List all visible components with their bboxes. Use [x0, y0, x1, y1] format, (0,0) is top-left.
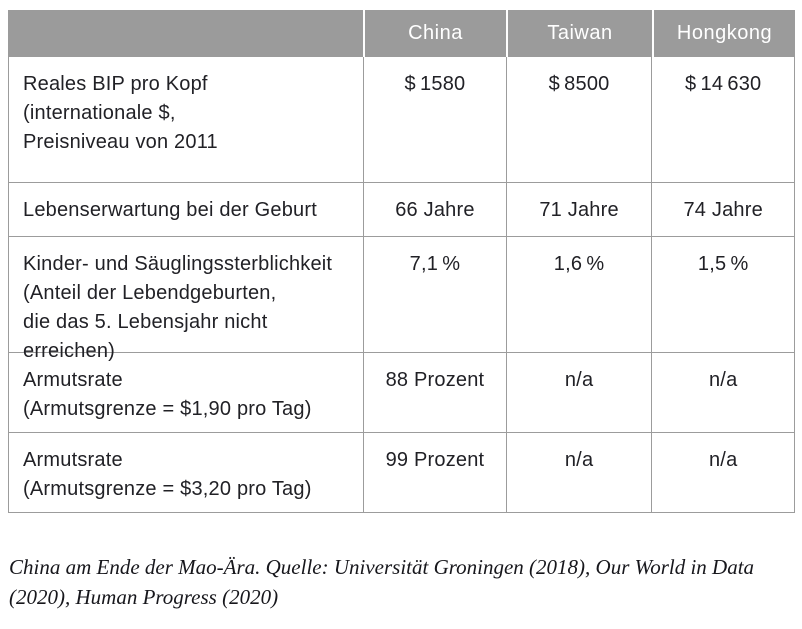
- row-life-expectancy: Lebenserwartung bei der Geburt 66 Jahre …: [9, 182, 794, 236]
- row-label-line: die das 5. Lebensjahr nicht erreichen): [23, 311, 268, 362]
- row-label-line: Lebenserwartung bei der Geburt: [23, 199, 317, 221]
- row-label: Lebenserwartung bei der Geburt: [9, 183, 363, 236]
- row-label-line: Armutsrate: [23, 449, 123, 471]
- column-header-taiwan: Taiwan: [506, 10, 652, 57]
- row-poverty-rate-190: Armutsrate (Armutsgrenze = $1,90 pro Tag…: [9, 352, 794, 432]
- value-hongkong: 1,5 %: [651, 237, 794, 352]
- caption-line: China am Ende der Mao-Ära. Quelle: Unive…: [9, 555, 755, 579]
- row-label-line: Reales BIP pro Kopf: [23, 73, 208, 95]
- value-china: 99 Prozent: [363, 433, 506, 512]
- row-label-line: Armutsrate: [23, 369, 123, 391]
- row-child-infant-mortality: Kinder- und Säuglingssterblichkeit (Ante…: [9, 236, 794, 362]
- value-taiwan: n/a: [505, 433, 652, 512]
- value-taiwan: $ 8500: [505, 57, 652, 182]
- row-label: Armutsrate (Armutsgrenze = $1,90 pro Tag…: [9, 353, 363, 432]
- value-hongkong: n/a: [651, 433, 794, 512]
- value-taiwan: 1,6 %: [505, 237, 652, 352]
- row-label-line: Kinder- und Säuglingssterblichkeit: [23, 253, 333, 275]
- row-label-line: (internationale $,: [23, 102, 176, 124]
- value-taiwan: n/a: [505, 353, 652, 432]
- column-header-empty: [8, 10, 363, 57]
- row-poverty-rate-320: Armutsrate (Armutsgrenze = $3,20 pro Tag…: [9, 432, 794, 512]
- table-caption: China am Ende der Mao-Ära. Quelle: Unive…: [9, 552, 795, 612]
- value-taiwan: 71 Jahre: [505, 183, 652, 236]
- row-label-line: (Anteil der Lebendgeburten,: [23, 282, 277, 304]
- table-header-row: China Taiwan Hongkong: [8, 10, 795, 57]
- column-header-hongkong: Hongkong: [652, 10, 795, 57]
- value-hongkong: 74 Jahre: [651, 183, 794, 236]
- column-header-china: China: [363, 10, 506, 57]
- row-label: Kinder- und Säuglingssterblichkeit (Ante…: [9, 237, 363, 362]
- value-china: 7,1 %: [363, 237, 506, 352]
- caption-line: (2020), Human Progress (2020): [9, 585, 279, 609]
- row-label: Armutsrate (Armutsgrenze = $3,20 pro Tag…: [9, 433, 363, 512]
- value-china: 66 Jahre: [363, 183, 506, 236]
- value-hongkong: $ 14 630: [651, 57, 794, 182]
- comparison-table: China Taiwan Hongkong Reales BIP pro Kop…: [8, 10, 795, 513]
- row-label-line: Preisniveau von 2011: [23, 131, 218, 153]
- row-real-gdp-per-capita: Reales BIP pro Kopf (internationale $, P…: [9, 57, 794, 182]
- row-label-line: (Armutsgrenze = $1,90 pro Tag): [23, 398, 312, 420]
- value-china: $ 1580: [363, 57, 506, 182]
- row-label: Reales BIP pro Kopf (internationale $, P…: [9, 57, 363, 182]
- row-label-line: (Armutsgrenze = $3,20 pro Tag): [23, 478, 312, 500]
- value-hongkong: n/a: [651, 353, 794, 432]
- value-china: 88 Prozent: [363, 353, 506, 432]
